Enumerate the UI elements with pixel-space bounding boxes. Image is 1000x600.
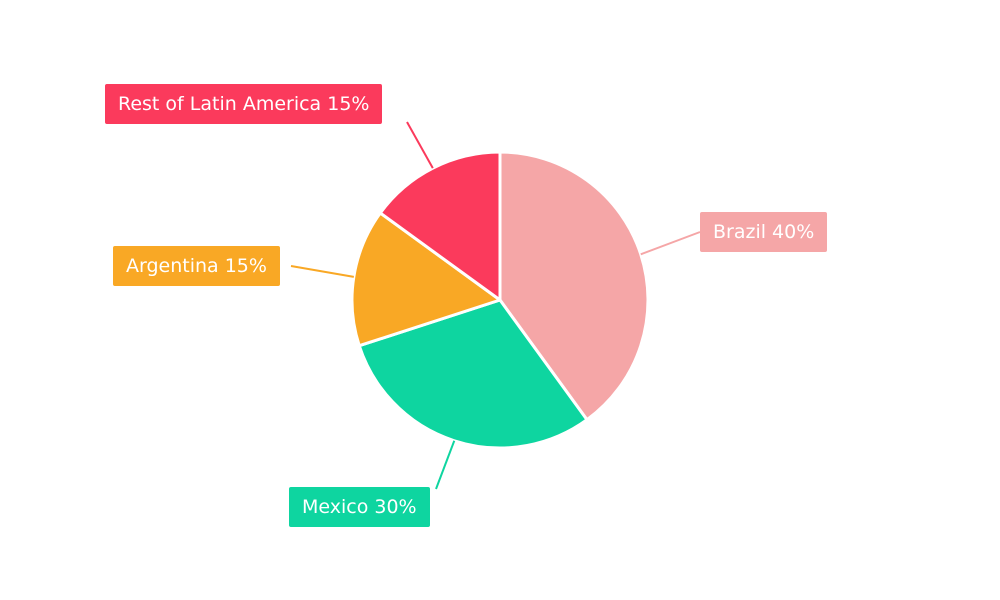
pie-label-mexico: Mexico 30%	[289, 487, 430, 527]
pie-slice-brazil[interactable]	[498, 150, 650, 422]
pie-label-argentina: Argentina 15%	[113, 246, 280, 286]
pie-label-brazil: Brazil 40%	[700, 212, 828, 252]
leader-line-mexico	[435, 440, 456, 490]
leader-line-rest-of-latin-america	[406, 121, 434, 169]
leader-line-argentina	[290, 265, 354, 278]
leader-line-brazil	[640, 231, 701, 256]
pie-slice-mexico[interactable]	[357, 298, 589, 450]
pie-label-rest-of-latin-america: Rest of Latin America 15%	[105, 84, 383, 124]
pie-slice-rest-of-latin-america[interactable]	[378, 150, 502, 302]
pie-slice-argentina[interactable]	[350, 211, 502, 348]
